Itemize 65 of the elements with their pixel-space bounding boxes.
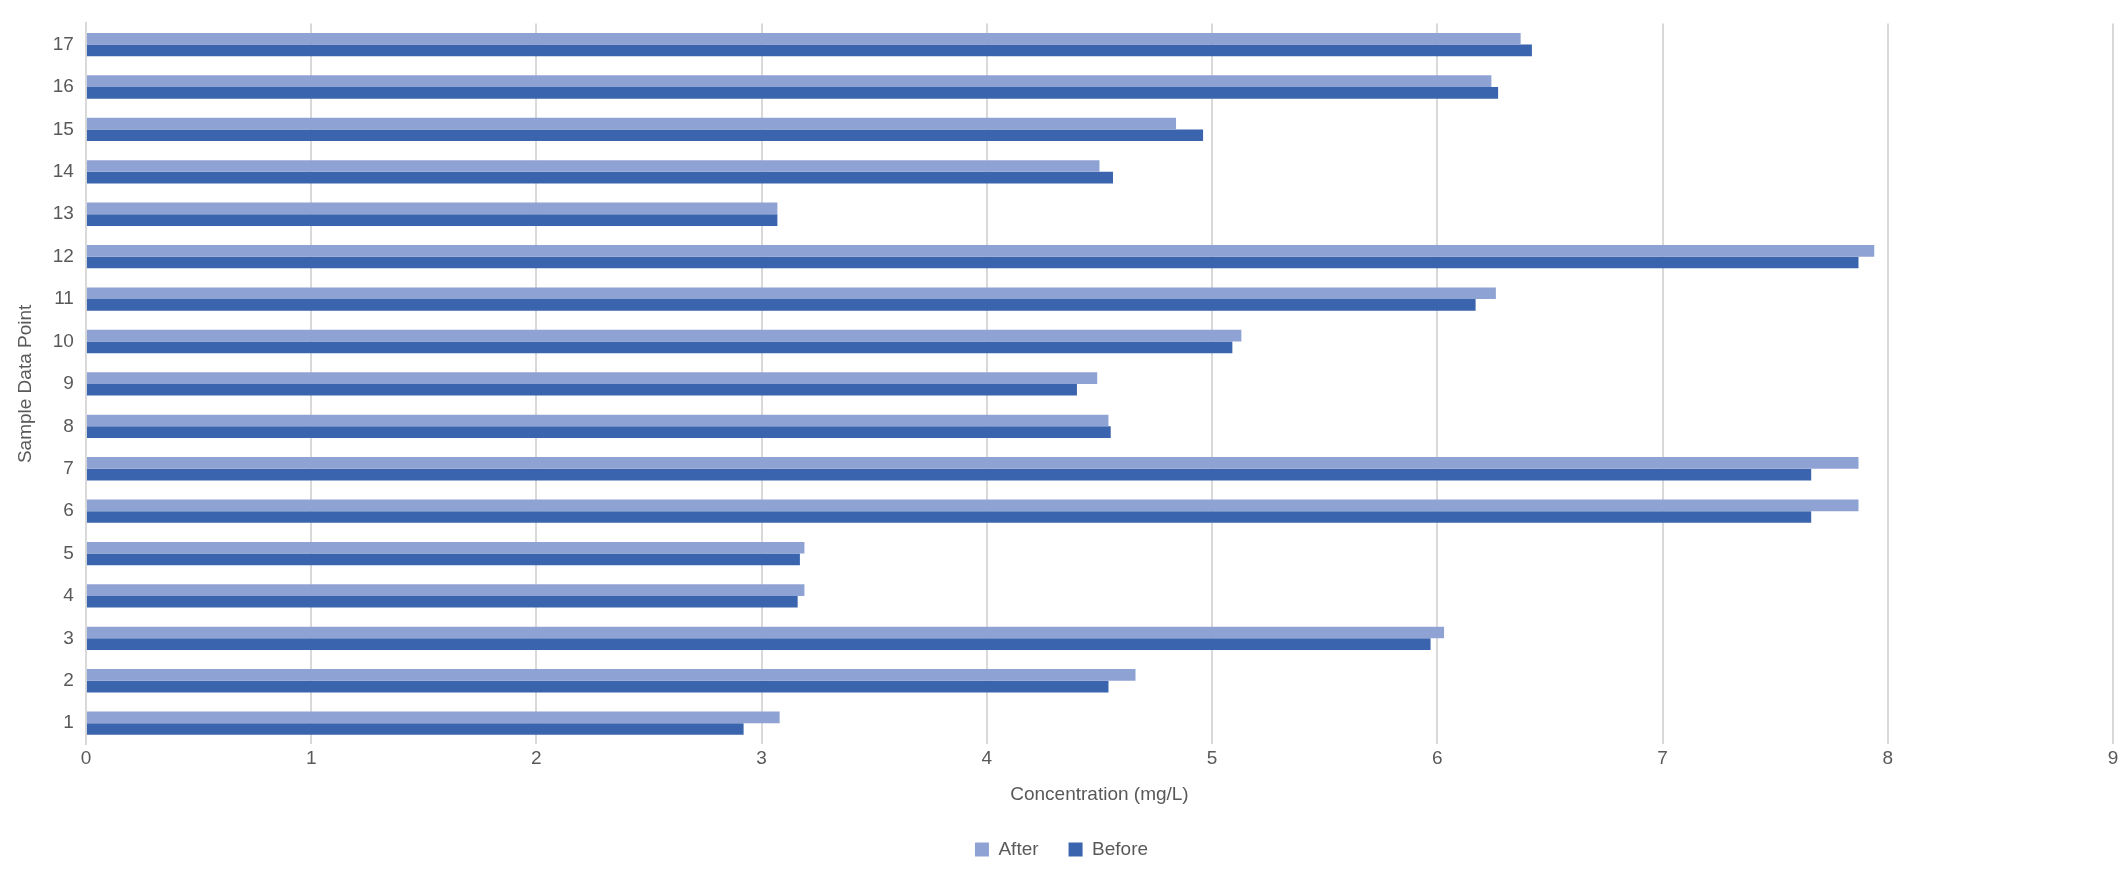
- bar: [86, 256, 1859, 269]
- legend-label: After: [998, 837, 1040, 859]
- y-tick-label: 14: [52, 160, 75, 182]
- x-tick-label: 1: [305, 747, 317, 769]
- y-tick-label: 17: [52, 32, 74, 54]
- bar: [86, 711, 780, 724]
- bar: [86, 680, 1109, 693]
- bar: [86, 669, 1136, 681]
- x-tick-label: 4: [981, 747, 993, 769]
- bar: [86, 584, 805, 596]
- y-tick-label: 13: [52, 202, 74, 224]
- bar: [86, 595, 798, 608]
- bar: [86, 202, 778, 215]
- bar: [86, 511, 1812, 523]
- y-tick-label: 9: [63, 372, 74, 394]
- x-tick-label: 5: [1206, 747, 1218, 769]
- bar: [86, 171, 1113, 184]
- bar: [86, 414, 1109, 427]
- legend-label: Before: [1092, 837, 1149, 859]
- y-tick-label: 1: [63, 711, 74, 733]
- bar: [86, 214, 778, 226]
- y-tick-label: 11: [54, 287, 74, 309]
- y-tick-label: 2: [63, 669, 74, 691]
- bar: [86, 553, 800, 566]
- x-tick-label: 8: [1882, 747, 1894, 769]
- bar: [86, 626, 1445, 639]
- x-tick-label: 3: [756, 747, 767, 769]
- bar: [86, 75, 1492, 88]
- bar: [86, 329, 1242, 342]
- y-tick-label: 8: [63, 414, 74, 436]
- x-tick-label: 2: [531, 747, 542, 769]
- bar: [86, 44, 1532, 57]
- bar: [86, 129, 1204, 142]
- y-tick-label: 4: [63, 584, 75, 606]
- y-tick-label: 7: [63, 456, 74, 478]
- bar: [86, 457, 1859, 469]
- y-tick-label: 3: [63, 626, 74, 648]
- x-tick-label: 6: [1432, 747, 1443, 769]
- bar: [86, 32, 1521, 45]
- bar: [86, 299, 1476, 311]
- bar: [86, 638, 1431, 651]
- y-tick-label: 10: [52, 329, 74, 351]
- x-tick-label: 0: [80, 747, 92, 769]
- y-axis-title: Sample Data Point: [13, 303, 35, 464]
- bar: [86, 499, 1859, 512]
- bar: [86, 117, 1177, 130]
- bar: [86, 341, 1233, 354]
- bar: [86, 287, 1496, 300]
- bar: [86, 541, 805, 554]
- bar: [86, 372, 1098, 384]
- y-tick-label: 15: [52, 117, 74, 139]
- bar: [86, 160, 1100, 172]
- bar: [86, 87, 1499, 99]
- bar: [86, 723, 744, 735]
- bar: [86, 468, 1812, 481]
- bar: [86, 426, 1111, 438]
- bar: [86, 245, 1875, 257]
- y-tick-label: 5: [63, 541, 74, 563]
- y-tick-label: 6: [63, 499, 74, 521]
- y-tick-label: 12: [52, 244, 74, 266]
- bar: [86, 383, 1077, 396]
- x-tick-label: 9: [2107, 747, 2119, 769]
- y-tick-label: 16: [52, 75, 74, 97]
- x-tick-label: 7: [1657, 747, 1668, 769]
- x-axis-title: Concentration (mg/L): [1010, 782, 1189, 804]
